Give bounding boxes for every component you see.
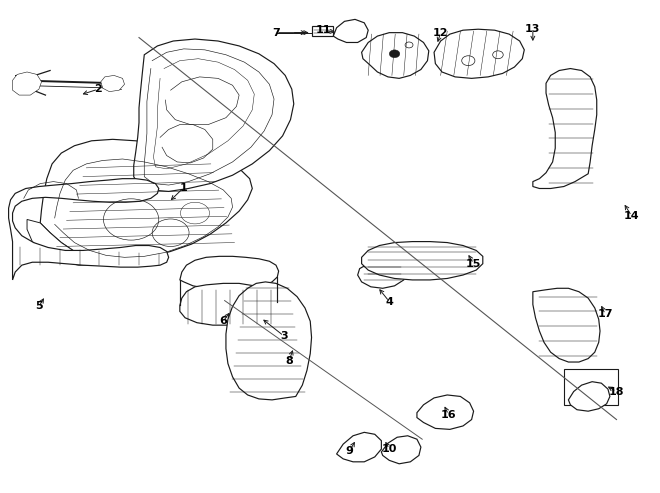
Polygon shape — [101, 75, 125, 92]
Polygon shape — [568, 382, 610, 411]
Text: 18: 18 — [609, 387, 624, 396]
Text: 16: 16 — [441, 410, 456, 420]
Polygon shape — [362, 33, 429, 78]
Polygon shape — [533, 69, 597, 188]
Text: 13: 13 — [525, 24, 541, 34]
Circle shape — [389, 50, 400, 58]
Polygon shape — [434, 29, 524, 78]
Text: 3: 3 — [280, 331, 288, 341]
Text: 10: 10 — [381, 444, 397, 454]
Text: 12: 12 — [433, 28, 448, 37]
Text: 14: 14 — [624, 211, 640, 221]
Text: 5: 5 — [35, 302, 43, 312]
Polygon shape — [13, 72, 42, 95]
FancyBboxPatch shape — [564, 369, 618, 405]
Polygon shape — [27, 219, 92, 265]
Polygon shape — [337, 432, 381, 462]
Polygon shape — [333, 19, 368, 42]
Polygon shape — [381, 436, 421, 464]
Polygon shape — [180, 283, 277, 325]
Text: 1: 1 — [180, 182, 187, 192]
Text: 4: 4 — [385, 297, 393, 307]
Polygon shape — [533, 288, 600, 362]
Polygon shape — [362, 242, 483, 280]
Text: 15: 15 — [466, 259, 481, 269]
Polygon shape — [417, 395, 474, 429]
Polygon shape — [226, 282, 312, 400]
Text: 6: 6 — [219, 316, 227, 326]
Polygon shape — [358, 259, 406, 288]
Text: 11: 11 — [315, 25, 331, 35]
Polygon shape — [40, 140, 252, 260]
Text: 2: 2 — [94, 84, 102, 94]
Polygon shape — [180, 256, 279, 290]
Text: 9: 9 — [346, 446, 354, 456]
Text: 8: 8 — [285, 355, 293, 365]
Polygon shape — [9, 178, 169, 280]
Text: 17: 17 — [597, 309, 613, 319]
Polygon shape — [134, 39, 294, 191]
Text: 7: 7 — [272, 28, 280, 37]
Polygon shape — [312, 26, 333, 36]
